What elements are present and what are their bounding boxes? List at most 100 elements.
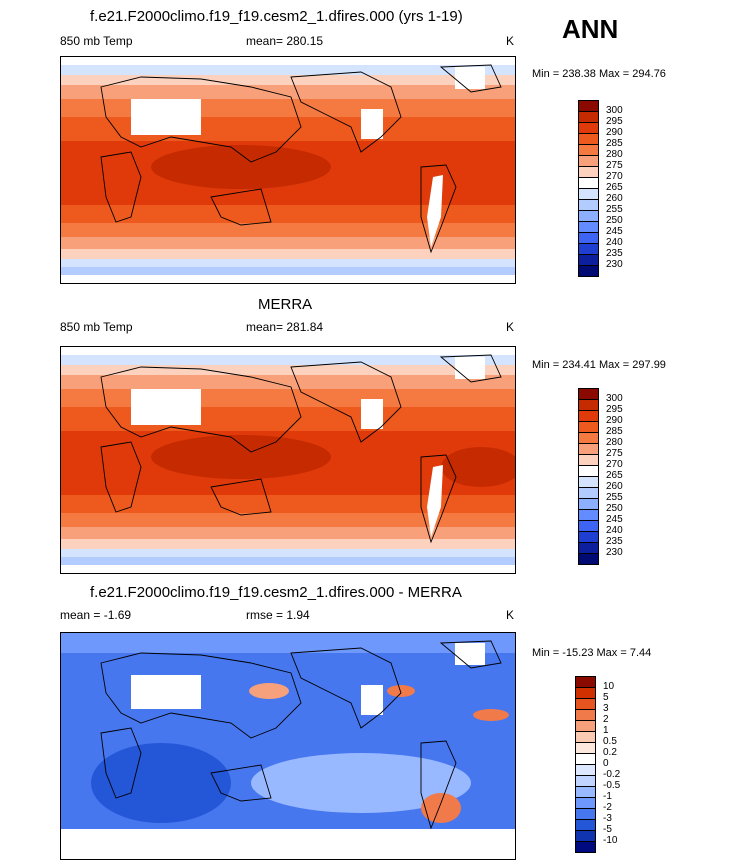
- temperature-band: [61, 495, 515, 513]
- panel-2-title: MERRA: [258, 296, 313, 313]
- difference-field: [473, 709, 509, 721]
- colorbar-label: 275: [606, 448, 623, 459]
- coastline: [100, 652, 302, 739]
- colorbar-label: 230: [606, 259, 623, 270]
- coastline: [100, 441, 142, 513]
- temperature-band: [61, 527, 515, 539]
- colorbar-label: 260: [606, 481, 623, 492]
- warm-core: [151, 145, 331, 189]
- colorbar-label: 255: [606, 492, 623, 503]
- panel-1-colorbar: 300 295 290 285 280 275 270 265 260 255 250 245 240 2…: [578, 100, 638, 280]
- terrain-mask: [131, 389, 201, 425]
- panel-2-center-label: mean= 281.84: [246, 320, 324, 334]
- panel-3-map: [60, 632, 516, 860]
- difference-field: [61, 633, 515, 653]
- colorbar-label: 255: [606, 204, 623, 215]
- coastline: [290, 71, 402, 153]
- colorbar-label: -2: [603, 802, 612, 813]
- difference-field: [251, 753, 471, 813]
- terrain-mask: [361, 109, 383, 139]
- coastline: [100, 727, 142, 799]
- colorbar-label: 260: [606, 193, 623, 204]
- temperature-band: [61, 259, 515, 267]
- panel-1-map: [60, 56, 516, 284]
- temperature-band: [61, 249, 515, 259]
- colorbar-label: 270: [606, 171, 623, 182]
- difference-field: [421, 793, 461, 823]
- colorbar-label: 3: [603, 703, 609, 714]
- temperature-band: [61, 85, 515, 99]
- terrain-mask: [455, 67, 485, 89]
- coastline: [100, 76, 302, 163]
- colorbar-label: 0.5: [603, 736, 617, 747]
- panel-1-stats: Min = 238.38 Max = 294.76: [532, 68, 666, 80]
- difference-field: [61, 633, 515, 859]
- panel-3-units: K: [506, 608, 515, 622]
- warm-core: [441, 157, 515, 197]
- panel-3-center-label: rmse = 1.94: [246, 608, 310, 622]
- panel-2-left-label: 850 mb Temp: [60, 320, 133, 334]
- warm-core: [151, 435, 331, 479]
- terrain-mask: [427, 465, 443, 537]
- coastline: [100, 151, 142, 223]
- terrain-mask: [455, 357, 485, 379]
- colorbar-label: 295: [606, 404, 623, 415]
- difference-field: [249, 683, 289, 699]
- temperature-band: [61, 275, 515, 283]
- colorbar-label: 10: [603, 681, 615, 692]
- terrain-mask: [361, 685, 383, 715]
- difference-field: [91, 743, 231, 823]
- coastline: [100, 366, 302, 453]
- temperature-band: [61, 99, 515, 117]
- temperature-band: [61, 365, 515, 375]
- colorbar-label: 280: [606, 437, 623, 448]
- temperature-band: [61, 267, 515, 275]
- panel-2-units: K: [506, 320, 515, 334]
- temperature-band: [61, 513, 515, 527]
- temperature-band: [61, 557, 515, 565]
- colorbar-label: 265: [606, 470, 623, 481]
- panel-1-title: f.e21.F2000climo.f19_f19.cesm2_1.dfires.…: [90, 8, 463, 25]
- terrain-mask: [361, 399, 383, 429]
- season-label: ANN: [562, 14, 619, 44]
- colorbar-label: 300: [606, 393, 623, 404]
- colorbar-cell: [575, 841, 596, 853]
- coastline: [210, 764, 272, 802]
- colorbar-label: -0.5: [603, 780, 621, 791]
- coastline: [420, 454, 457, 544]
- colorbar-label: 300: [606, 105, 623, 116]
- colorbar-label: -3: [603, 813, 612, 824]
- colorbar-label: -0.2: [603, 769, 621, 780]
- coastline: [420, 740, 457, 830]
- colorbar-label: 240: [606, 237, 623, 248]
- temperature-band: [61, 565, 515, 573]
- coastline: [290, 647, 402, 729]
- temperature-band: [61, 65, 515, 75]
- colorbar-label: 0: [603, 758, 609, 769]
- colorbar-cell: [578, 265, 599, 277]
- coastline: [439, 64, 502, 93]
- colorbar-label: -1: [603, 791, 612, 802]
- temperature-band: [61, 117, 515, 141]
- panel-2-colorbar: 300 295 290 285 280 275 270 265 260 255 250 245 240 2…: [578, 388, 638, 568]
- panel-2-map-field: [61, 347, 515, 573]
- temperature-band: [61, 75, 515, 85]
- colorbar-label: 240: [606, 525, 623, 536]
- temperature-band: [61, 389, 515, 407]
- panel-3-stats: Min = -15.23 Max = 7.44: [532, 647, 652, 659]
- colorbar-label: 235: [606, 248, 623, 259]
- temperature-band: [61, 407, 515, 431]
- colorbar-label: 2: [603, 714, 609, 725]
- panel-2-stats: Min = 234.41 Max = 297.99: [532, 359, 666, 371]
- panel-3-colorbar: 10 5 3 2 1 0.5 0.2 0 -0.2 -0.5 -1 -2 -3 -5 -10: [575, 676, 645, 856]
- colorbar-label: 245: [606, 226, 623, 237]
- colorbar-label: 235: [606, 536, 623, 547]
- warm-core: [441, 447, 515, 487]
- colorbar-label: 0.2: [603, 747, 617, 758]
- panel-3-map-field: [61, 633, 515, 859]
- colorbar-label: -5: [603, 824, 612, 835]
- panel-3-left-label: mean = -1.69: [60, 608, 132, 622]
- coastline: [290, 361, 402, 443]
- temperature-band: [61, 347, 515, 355]
- terrain-mask: [131, 99, 201, 135]
